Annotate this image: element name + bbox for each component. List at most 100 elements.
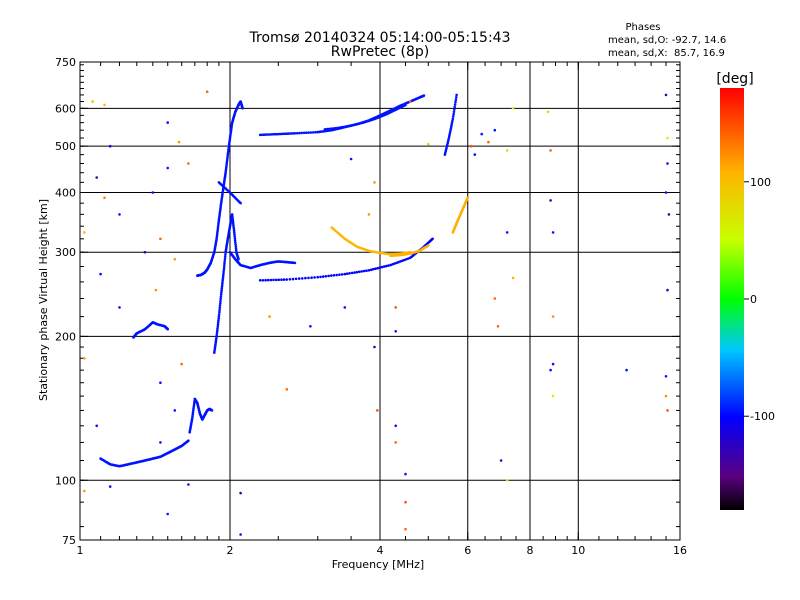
data-point bbox=[269, 278, 273, 282]
data-point bbox=[118, 306, 121, 309]
data-point bbox=[404, 500, 407, 504]
data-point bbox=[551, 315, 555, 318]
data-point bbox=[321, 275, 325, 278]
grid-lines bbox=[80, 62, 680, 540]
data-point bbox=[319, 275, 322, 279]
data-point bbox=[493, 297, 497, 300]
data-point bbox=[397, 260, 400, 264]
data-point bbox=[360, 121, 364, 125]
data-point bbox=[216, 226, 220, 229]
x-tick-label: 1 bbox=[77, 544, 84, 557]
y-tick-label: 300 bbox=[55, 246, 76, 259]
data-point bbox=[666, 136, 669, 140]
data-point bbox=[274, 278, 278, 282]
data-point bbox=[118, 213, 121, 216]
data-point bbox=[159, 441, 162, 444]
data-point bbox=[394, 330, 398, 333]
x-tick-label: 16 bbox=[673, 544, 687, 557]
data-point bbox=[305, 131, 308, 134]
data-point bbox=[342, 236, 345, 239]
data-point bbox=[304, 276, 307, 280]
data-point bbox=[307, 276, 310, 280]
data-point bbox=[83, 489, 86, 493]
data-point bbox=[309, 131, 313, 134]
data-point bbox=[215, 336, 218, 340]
y-axis-label: Stationary phase Virtual Height [km] bbox=[37, 199, 50, 401]
data-point bbox=[399, 260, 402, 263]
data-point bbox=[108, 485, 112, 488]
data-point bbox=[261, 279, 265, 282]
data-point bbox=[455, 96, 458, 99]
data-point bbox=[268, 315, 271, 318]
data-point bbox=[215, 233, 219, 237]
data-point bbox=[378, 266, 382, 270]
axis-tick-labels: 1 2 4 6 8 10 16 75 100 200 300 400 500 600 750 bbox=[55, 56, 687, 557]
data-point bbox=[285, 388, 289, 391]
data-point bbox=[95, 424, 98, 428]
data-point bbox=[166, 166, 169, 170]
data-point bbox=[103, 103, 106, 107]
data-point bbox=[383, 113, 386, 117]
data-point bbox=[549, 368, 552, 372]
data-point bbox=[266, 278, 270, 282]
data-point bbox=[260, 133, 264, 137]
data-point bbox=[166, 121, 169, 124]
data-point bbox=[221, 276, 225, 280]
data-point bbox=[551, 231, 555, 234]
data-point bbox=[292, 132, 295, 135]
data-point bbox=[191, 412, 195, 416]
data-point bbox=[294, 277, 298, 281]
data-point bbox=[316, 275, 320, 279]
x-tick-label: 6 bbox=[464, 544, 471, 557]
data-point bbox=[549, 149, 552, 152]
data-point bbox=[228, 138, 232, 141]
data-point bbox=[373, 345, 376, 349]
data-point bbox=[551, 394, 555, 398]
data-point bbox=[192, 403, 196, 406]
data-point bbox=[216, 224, 220, 228]
data-point bbox=[217, 317, 220, 320]
data-point bbox=[215, 331, 219, 334]
colorbar-tick-label: 0 bbox=[750, 293, 757, 306]
data-point bbox=[625, 368, 628, 372]
data-point bbox=[338, 273, 341, 277]
y-tick-label: 750 bbox=[55, 56, 76, 69]
data-point bbox=[220, 288, 223, 292]
data-point bbox=[487, 140, 490, 144]
x-tick-label: 10 bbox=[571, 544, 585, 557]
data-point bbox=[234, 247, 238, 250]
data-point bbox=[285, 278, 289, 281]
data-point bbox=[470, 144, 473, 148]
data-point bbox=[349, 157, 353, 161]
data-point bbox=[391, 263, 394, 266]
data-point bbox=[311, 131, 315, 134]
data-point bbox=[369, 268, 373, 272]
data-point bbox=[380, 265, 384, 269]
y-tick-label: 500 bbox=[55, 140, 76, 153]
data-point bbox=[309, 325, 312, 328]
data-point bbox=[393, 262, 396, 265]
data-point bbox=[166, 512, 169, 516]
data-point bbox=[212, 252, 216, 255]
data-point bbox=[191, 411, 195, 414]
data-point bbox=[224, 172, 227, 176]
data-point bbox=[664, 191, 668, 194]
phases-header-title: Phases bbox=[625, 22, 660, 33]
data-point bbox=[302, 131, 306, 135]
data-point bbox=[173, 409, 177, 412]
data-point bbox=[234, 245, 238, 248]
data-point bbox=[355, 270, 359, 274]
data-points bbox=[83, 90, 671, 536]
x-tick-label: 8 bbox=[527, 544, 534, 557]
data-point bbox=[223, 257, 227, 261]
data-point bbox=[221, 280, 224, 284]
data-point bbox=[455, 93, 458, 97]
data-point bbox=[258, 279, 262, 282]
data-point bbox=[218, 306, 222, 310]
data-point bbox=[151, 191, 155, 194]
data-point bbox=[664, 375, 668, 378]
data-point bbox=[216, 321, 220, 324]
data-point bbox=[367, 213, 371, 216]
data-point bbox=[215, 238, 218, 242]
colorbar-ticks: 100 0 -100 bbox=[744, 176, 775, 423]
